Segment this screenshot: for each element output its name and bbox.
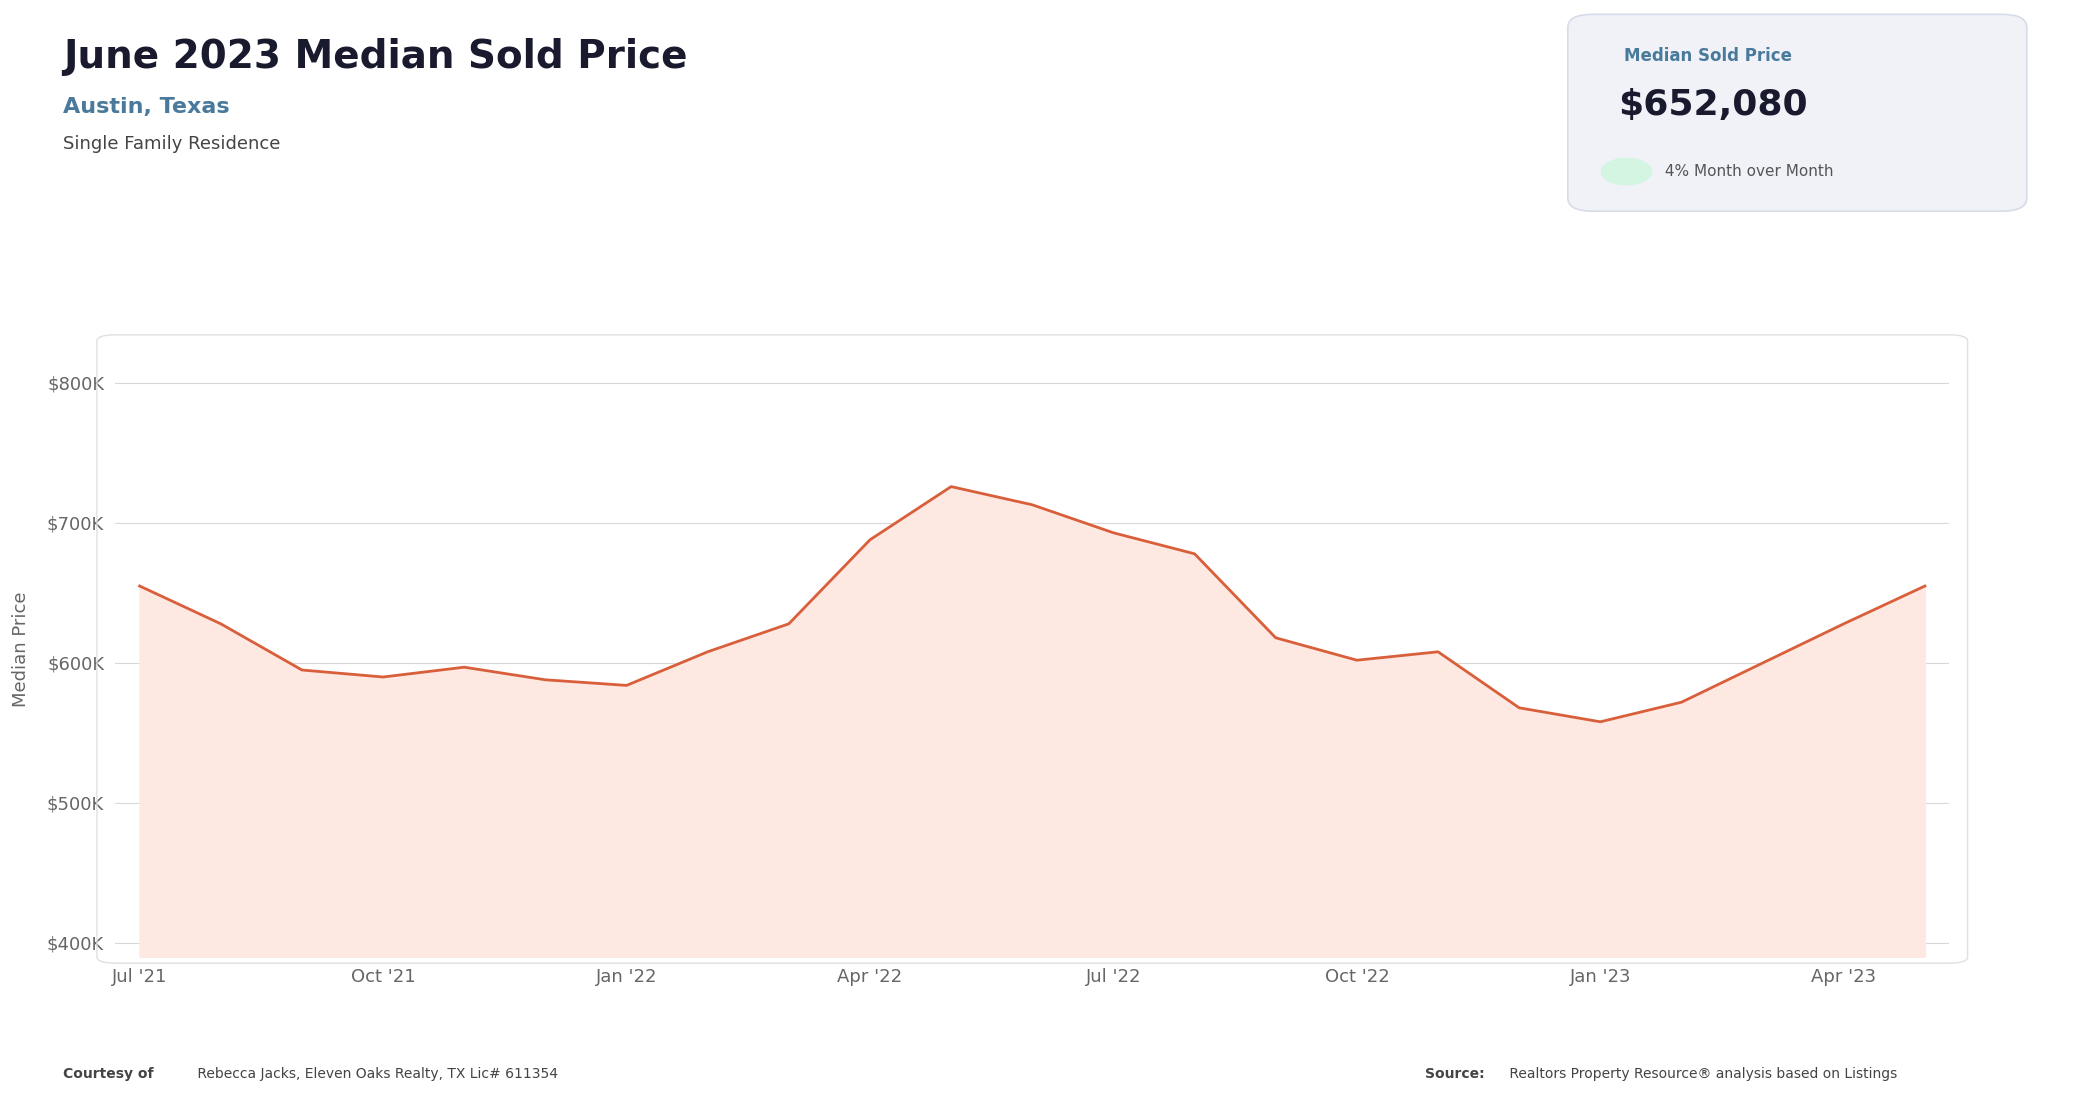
Text: 4% Month over Month: 4% Month over Month (1660, 164, 1834, 179)
Y-axis label: Median Price: Median Price (13, 591, 29, 706)
Text: $652,080: $652,080 (1618, 88, 1807, 122)
Text: Single Family Residence: Single Family Residence (63, 135, 281, 153)
Text: Source:: Source: (1425, 1067, 1484, 1081)
Text: Rebecca Jacks, Eleven Oaks Realty, TX Lic# 611354: Rebecca Jacks, Eleven Oaks Realty, TX Li… (193, 1067, 558, 1081)
Text: ↑: ↑ (1620, 165, 1633, 178)
Text: Median Sold Price: Median Sold Price (1624, 47, 1792, 65)
Text: Courtesy of: Courtesy of (63, 1067, 153, 1081)
Text: Austin, Texas: Austin, Texas (63, 97, 228, 117)
Text: Realtors Property Resource® analysis based on Listings: Realtors Property Resource® analysis bas… (1505, 1067, 1897, 1081)
Text: June 2023 Median Sold Price: June 2023 Median Sold Price (63, 39, 687, 77)
